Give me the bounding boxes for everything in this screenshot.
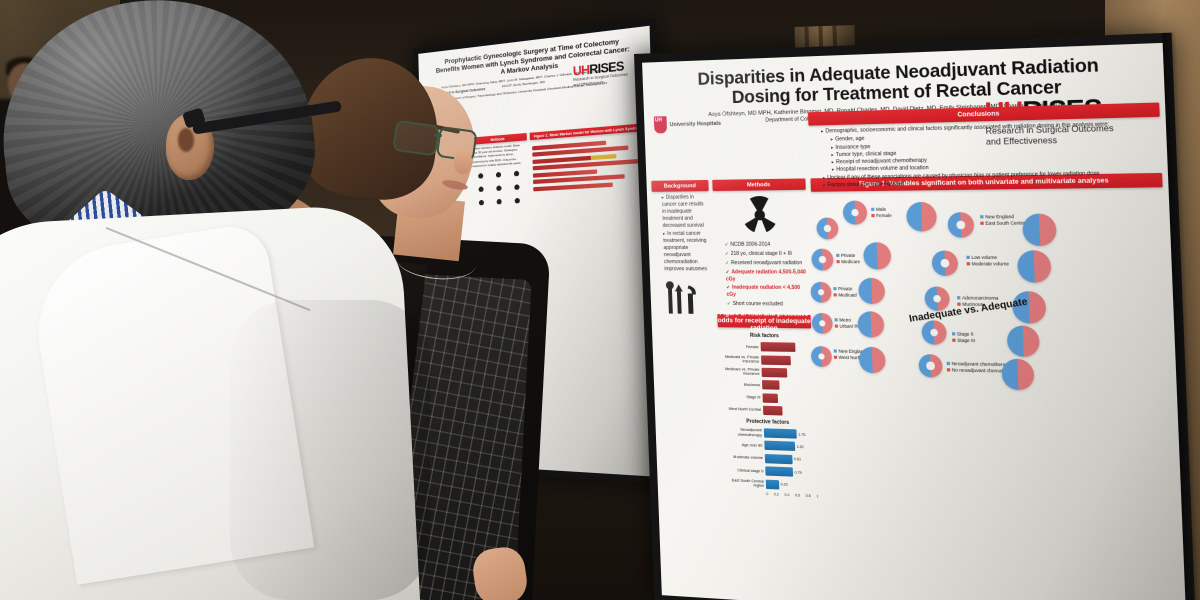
university-hospitals-logo: University Hospitals (653, 115, 722, 134)
bar-row: Mucinous (720, 379, 814, 391)
methods-bullet-2: 218 yo, clinical stage II + III (725, 251, 806, 258)
methods-bullet-3: Received neoadjuvant radiation (725, 260, 806, 267)
donut-chart (947, 212, 975, 238)
section-methods: Methods NCDB 2006-2014 218 yo, clinical … (712, 178, 819, 499)
bar-row: East South Central region 0.20 (731, 478, 788, 490)
bar-row: Moderate volume 0.61 (723, 452, 817, 465)
uh-shield-icon (653, 116, 668, 134)
donut-chart (810, 345, 833, 368)
donut-chart (918, 353, 943, 378)
conclusions-bullets: Demographic, socioeconomic and clinical … (808, 117, 1162, 190)
left-poster-bar-chart (530, 131, 650, 191)
pie-chart (1001, 358, 1035, 391)
main-poster-columns: Background Disparities in cancer care re… (651, 102, 1180, 600)
methods-bullet-adequate: Adequate radiation 4,500-5,040 cGy (726, 269, 808, 283)
bar-row: Clinical stage II 0.79 (723, 465, 817, 478)
legend-volume: Low volume Moderate volume (966, 255, 1009, 268)
donut-chart (921, 320, 948, 345)
donut-chart (816, 217, 839, 240)
pie-chart (858, 346, 886, 374)
bar-row: Female (718, 342, 812, 353)
section-background: Background Disparities in cancer care re… (651, 179, 713, 318)
woman-in-dark-blazer (246, 48, 551, 600)
legend-insurance-2: Private Medicaid (833, 286, 857, 298)
xtick: 0.2 (773, 492, 779, 497)
figure1-chart: Male Female New England East South Centr… (810, 191, 1172, 417)
donut-chart (931, 250, 959, 276)
methods-bullet-1: NCDB 2006-2014 (725, 241, 806, 248)
legend-stage: Stage II Stage III (951, 331, 975, 344)
figure2-protective-bars: Neoadjuvant chemotherapy 1.76 Age over 80… (722, 427, 818, 491)
background-bullet-2: In rectal cancer treatment, receiving ap… (663, 231, 710, 273)
band-methods: Methods (712, 178, 806, 192)
poster-board-main: Disparities in Adequate Neoadjuvant Radi… (634, 32, 1200, 600)
man-coat-shadow (230, 300, 430, 600)
legend-gender: Male Female (871, 207, 892, 220)
bar-row: Age over 80 1.52 (722, 440, 816, 452)
figure2-subtitle-protective: Protective factors (746, 418, 790, 427)
xtick: 0.6 (794, 493, 801, 498)
bar-row: Neoadjuvant chemotherapy 1.76 (737, 427, 806, 439)
pie-chart (905, 201, 938, 232)
donut-chart (842, 200, 868, 225)
university-hospitals-label: University Hospitals (669, 120, 722, 128)
woman-nose (454, 148, 472, 174)
figure2-risk-bars: Female Medicaid vs. Private insurance Me… (718, 342, 814, 417)
methods-bullet-6: Short course excluded (727, 301, 808, 309)
band-background: Background (651, 179, 709, 192)
donut-chart (811, 248, 834, 271)
methods-bullets: NCDB 2006-2014 218 yo, clinical stage II… (714, 238, 810, 308)
section-figure1: Figure 1: Variables significant on both … (807, 102, 1163, 391)
bar-row: Medicaid vs. Private insurance (719, 354, 813, 365)
xtick: 0 (766, 492, 769, 497)
figure2-chart: Risk factors Female Medicaid vs. Private… (718, 332, 819, 499)
donut-chart (811, 312, 834, 334)
xtick: 0.4 (784, 492, 790, 498)
pie-chart (862, 242, 892, 270)
legend-insurance-1: Private Medicare (836, 253, 860, 265)
figure2-subtitle-risk: Risk factors (749, 332, 780, 340)
background-bullets: Disparities in cancer care results in in… (652, 191, 712, 273)
section-figure2: Figure 2: Risk and protective odds for r… (717, 310, 819, 499)
background-bullet-1: Disparities in cancer care results in in… (662, 194, 709, 229)
main-poster: Disparities in Adequate Neoadjuvant Radi… (642, 42, 1187, 600)
legend-region-1: New England East South Central (980, 214, 1026, 227)
radiation-hazard-icon (744, 195, 776, 233)
methods-bullet-inadequate: Inadequate radiation < 4,500 cGy (726, 285, 808, 300)
bar-row: Stage III (720, 392, 814, 404)
man-ear-canal (178, 128, 194, 152)
bar-row: Medicare vs. Private insurance (719, 367, 813, 378)
donut-chart (810, 281, 832, 303)
pie-chart (1006, 325, 1041, 358)
pie-chart (1022, 213, 1057, 247)
band-figure2: Figure 2: Risk and protective odds for r… (717, 310, 812, 333)
pie-chart (858, 277, 886, 305)
pie-chart (1016, 250, 1052, 283)
figure2-x-axis: 0 0.2 0.4 0.6 0.8 1 (766, 492, 819, 499)
bar-row: West North Central (721, 405, 815, 417)
man-in-white-coat (0, 0, 500, 600)
xtick: 0.8 (805, 493, 811, 499)
surgical-instruments-icon (665, 281, 696, 314)
pie-chart (857, 311, 885, 338)
section-conclusions: Conclusions Demographic, socioeconomic a… (807, 102, 1163, 190)
xtick: 1 (816, 494, 819, 499)
